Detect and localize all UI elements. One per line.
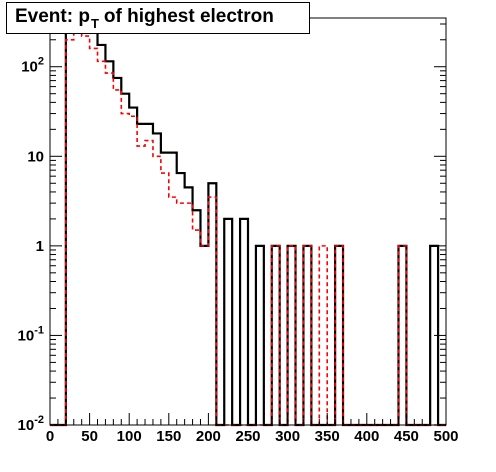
series-layer xyxy=(50,18,446,427)
y-tick-label: 102 xyxy=(21,56,44,76)
chart-title: Event: pT of highest electron xyxy=(15,6,274,31)
series-1 xyxy=(50,18,446,427)
axis-ticks xyxy=(49,23,447,426)
x-tick-label: 150 xyxy=(156,428,181,445)
y-tick-label: 10-1 xyxy=(18,324,44,344)
y-tick-label: 1 xyxy=(36,238,44,255)
x-tick-label: 0 xyxy=(46,428,54,445)
chart-title-box: Event: pT of highest electron xyxy=(6,2,310,34)
axis-tick-labels: 0 50 100 150 200 250 300 350 400 450 500 10-2 10-1 1 1… xyxy=(18,56,459,445)
y-tick-label: 10-2 xyxy=(18,414,44,434)
x-tick-label: 50 xyxy=(81,428,98,445)
y-tick-label: 10 xyxy=(27,148,44,165)
chart-title-subscript: T xyxy=(90,16,99,31)
chart-title-prefix: Event: p xyxy=(15,6,90,27)
x-tick-label: 500 xyxy=(433,428,458,445)
series-line xyxy=(50,18,446,427)
x-tick-label: 100 xyxy=(117,428,142,445)
x-tick-label: 350 xyxy=(315,428,340,445)
x-tick-label: 400 xyxy=(354,428,379,445)
x-tick-label: 250 xyxy=(235,428,260,445)
x-tick-label: 450 xyxy=(394,428,419,445)
chart-title-suffix: of highest electron xyxy=(103,6,274,27)
x-tick-label: 200 xyxy=(196,428,221,445)
x-tick-label: 300 xyxy=(275,428,300,445)
